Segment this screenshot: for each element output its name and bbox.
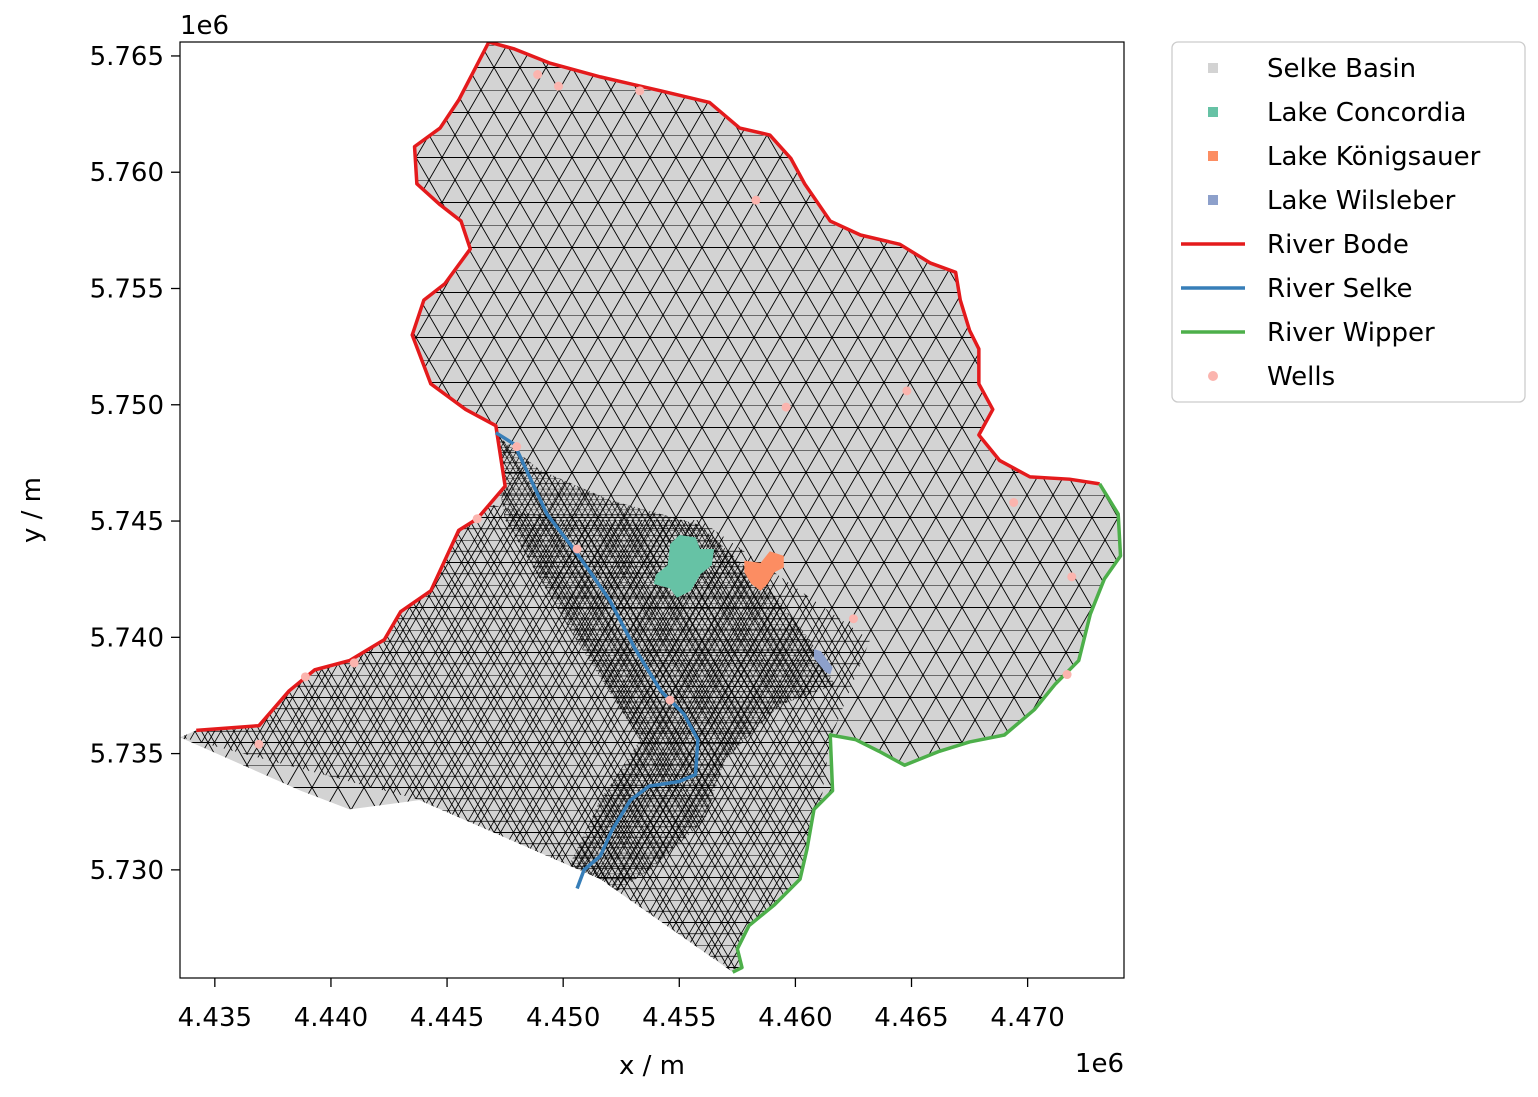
legend-label: Lake Königsauer	[1267, 142, 1481, 172]
legend-marker	[1208, 151, 1218, 161]
x-tick-label: 4.465	[874, 1003, 948, 1033]
area	[813, 648, 833, 675]
well	[1067, 572, 1077, 582]
legend-marker	[1208, 63, 1218, 73]
y-tick-label: 5.760	[90, 158, 164, 188]
well	[554, 81, 564, 91]
river	[494, 431, 700, 890]
x-tick-label: 4.470	[990, 1003, 1064, 1033]
area	[744, 551, 784, 591]
y-tick-label: 5.755	[90, 274, 164, 304]
well	[781, 402, 791, 412]
well	[512, 442, 522, 452]
well	[751, 195, 761, 205]
legend-label: Lake Concordia	[1267, 98, 1466, 128]
plot-area	[180, 42, 1123, 974]
x-tick-label: 4.440	[294, 1003, 368, 1033]
well	[300, 672, 310, 682]
y-tick-label: 5.765	[90, 42, 164, 72]
well	[472, 514, 482, 524]
plot-frame	[179, 41, 1125, 979]
y-tick-label: 5.740	[90, 623, 164, 653]
legend-label: Lake Wilsleber	[1267, 186, 1456, 216]
x-tick-label: 4.435	[178, 1003, 252, 1033]
legend-label: River Wipper	[1267, 318, 1435, 348]
legend-label: River Selke	[1267, 274, 1412, 304]
well	[254, 739, 264, 749]
river	[196, 42, 1100, 733]
legend-marker	[1208, 107, 1218, 117]
x-axis-label: x / m	[619, 1051, 685, 1081]
well	[635, 86, 645, 96]
well	[533, 70, 543, 80]
x-tick-label: 4.450	[526, 1003, 600, 1033]
y-tick-label: 5.735	[90, 740, 164, 770]
legend-marker	[1208, 371, 1218, 381]
x-offset-label: 1e6	[1075, 1049, 1124, 1079]
y-axis-label: y / m	[17, 477, 47, 543]
well	[902, 386, 912, 396]
legend-label: River Bode	[1267, 230, 1409, 260]
x-tick-label: 4.445	[410, 1003, 484, 1033]
legend-label: Wells	[1267, 362, 1335, 392]
y-offset-label: 1e6	[180, 11, 229, 41]
legend-label: Selke Basin	[1267, 54, 1416, 84]
well	[665, 695, 675, 705]
y-tick-label: 5.745	[90, 507, 164, 537]
area	[653, 534, 715, 598]
well	[848, 614, 858, 624]
y-tick-label: 5.750	[90, 391, 164, 421]
well	[1009, 497, 1019, 507]
y-tick-label: 5.730	[90, 856, 164, 886]
x-tick-label: 4.455	[642, 1003, 716, 1033]
x-tick-label: 4.460	[758, 1003, 832, 1033]
legend-marker	[1208, 195, 1218, 205]
well	[572, 544, 582, 554]
well	[349, 658, 359, 668]
river	[731, 482, 1123, 974]
well	[1062, 670, 1072, 680]
legend-box	[1171, 41, 1526, 403]
